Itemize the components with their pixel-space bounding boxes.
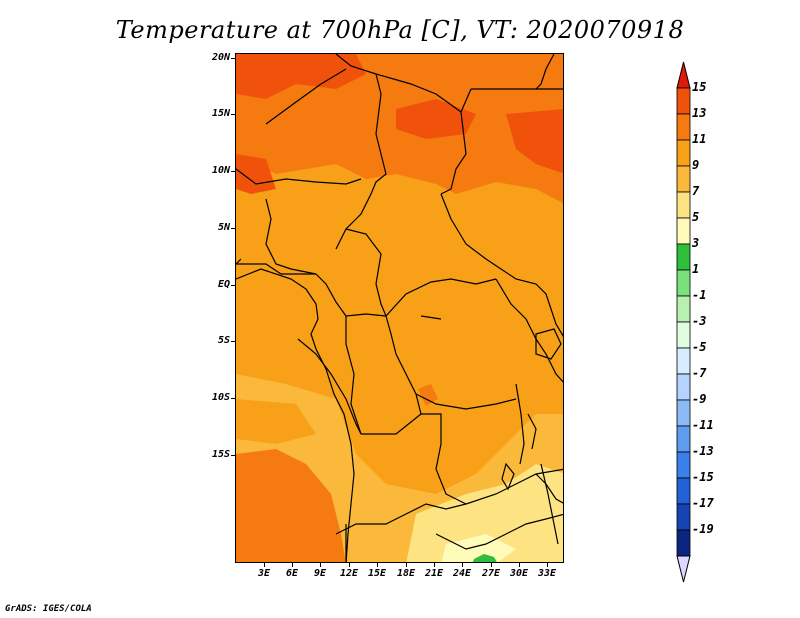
- y-tick: [231, 171, 236, 172]
- x-tick-label-9e: 9E: [313, 568, 327, 579]
- x-tick-label-21e: 21E: [424, 568, 444, 579]
- map-canvas: [236, 54, 563, 562]
- colorbar-segment: [676, 87, 691, 115]
- field-se-pale: [406, 464, 563, 562]
- colorbar: [676, 61, 691, 583]
- field-green-spot: [472, 554, 497, 562]
- x-tick: [462, 562, 463, 567]
- x-tick-label-3e: 3E: [257, 568, 271, 579]
- colorbar-tick-label: -1: [692, 288, 707, 302]
- lakes: [420, 315, 562, 545]
- y-tick: [231, 228, 236, 229]
- field-sw-warm: [236, 449, 346, 562]
- colorbar-segment: [676, 269, 691, 297]
- y-tick-label-20n: 20N: [211, 52, 230, 63]
- x-tick: [519, 562, 520, 567]
- country-borders: [236, 54, 563, 562]
- x-tick-label-27e: 27E: [481, 568, 501, 579]
- x-tick: [434, 562, 435, 567]
- x-tick: [377, 562, 378, 567]
- colorbar-segment: [676, 425, 691, 453]
- x-tick: [349, 562, 350, 567]
- temperature-map: [235, 53, 564, 563]
- y-tick: [231, 455, 236, 456]
- x-tick-label-18e: 18E: [396, 568, 416, 579]
- colorbar-tick-label: -3: [692, 314, 707, 328]
- colorbar-tick-label: -9: [692, 392, 707, 406]
- y-tick: [231, 341, 236, 342]
- colorbar-tick-label: 5: [692, 210, 700, 224]
- credit-text: GrADS: IGES/COLA: [5, 604, 92, 614]
- colorbar-segment: [676, 503, 691, 531]
- colorbar-bottom-arrow: [676, 555, 691, 583]
- colorbar-segment: [676, 321, 691, 349]
- colorbar-segment: [676, 165, 691, 193]
- colorbar-tick-label: -13: [692, 444, 714, 458]
- field-hot-ne: [506, 109, 563, 174]
- colorbar-tick-label: 15: [692, 80, 707, 94]
- field-sw-mid: [236, 399, 316, 444]
- field-inner-spot: [418, 384, 438, 406]
- chart-title: Temperature at 700hPa [C], VT: 202007091…: [115, 16, 685, 44]
- x-tick: [264, 562, 265, 567]
- x-tick: [292, 562, 293, 567]
- y-tick-label-5s: 5S: [217, 335, 230, 346]
- x-tick-label-24e: 24E: [452, 568, 472, 579]
- colorbar-tick-label: -15: [692, 470, 714, 484]
- colorbar-segment: [676, 217, 691, 245]
- field-hot-west: [236, 154, 276, 194]
- y-tick-label-10n: 10N: [211, 165, 230, 176]
- x-tick: [547, 562, 548, 567]
- colorbar-segment: [676, 347, 691, 375]
- colorbar-segment: [676, 399, 691, 427]
- field-se-palest: [441, 534, 516, 562]
- y-tick: [231, 285, 236, 286]
- x-tick-label-15e: 15E: [367, 568, 387, 579]
- colorbar-tick-label: -17: [692, 496, 714, 510]
- colorbar-tick-label: -7: [692, 366, 707, 380]
- x-tick: [320, 562, 321, 567]
- x-tick-label-30e: 30E: [509, 568, 529, 579]
- x-tick-label-6e: 6E: [285, 568, 299, 579]
- colorbar-segment: [676, 529, 691, 557]
- y-tick: [231, 58, 236, 59]
- colorbar-tick-label: 9: [692, 158, 700, 172]
- colorbar-segment: [676, 295, 691, 323]
- colorbar-tick-label: 3: [692, 236, 700, 250]
- x-tick-label-12e: 12E: [339, 568, 359, 579]
- field-hot-nw: [236, 54, 366, 99]
- y-tick: [231, 114, 236, 115]
- colorbar-segment: [676, 477, 691, 505]
- colorbar-tick-label: 13: [692, 106, 707, 120]
- colorbar-tick-label: 7: [692, 184, 700, 198]
- colorbar-segment: [676, 113, 691, 141]
- colorbar-segment: [676, 139, 691, 167]
- y-tick-label-15n: 15N: [211, 108, 230, 119]
- colorbar-tick-label: -19: [692, 522, 714, 536]
- colorbar-top-arrow: [676, 61, 691, 89]
- x-tick: [406, 562, 407, 567]
- y-tick-label-15s: 15S: [211, 449, 230, 460]
- colorbar-segment: [676, 451, 691, 479]
- colorbar-tick-label: -5: [692, 340, 707, 354]
- coastline: [236, 268, 355, 562]
- y-tick-label-10s: 10S: [211, 392, 230, 403]
- x-tick-label-33e: 33E: [537, 568, 557, 579]
- colorbar-segment: [676, 243, 691, 271]
- colorbar-tick-label: -11: [692, 418, 714, 432]
- colorbar-segment: [676, 373, 691, 401]
- colorbar-segment: [676, 191, 691, 219]
- y-tick: [231, 398, 236, 399]
- colorbar-tick-label: 1: [692, 262, 700, 276]
- y-tick-label-5n: 5N: [217, 222, 230, 233]
- y-tick-label-eq: EQ: [217, 279, 230, 290]
- x-tick: [491, 562, 492, 567]
- colorbar-tick-label: 11: [692, 132, 707, 146]
